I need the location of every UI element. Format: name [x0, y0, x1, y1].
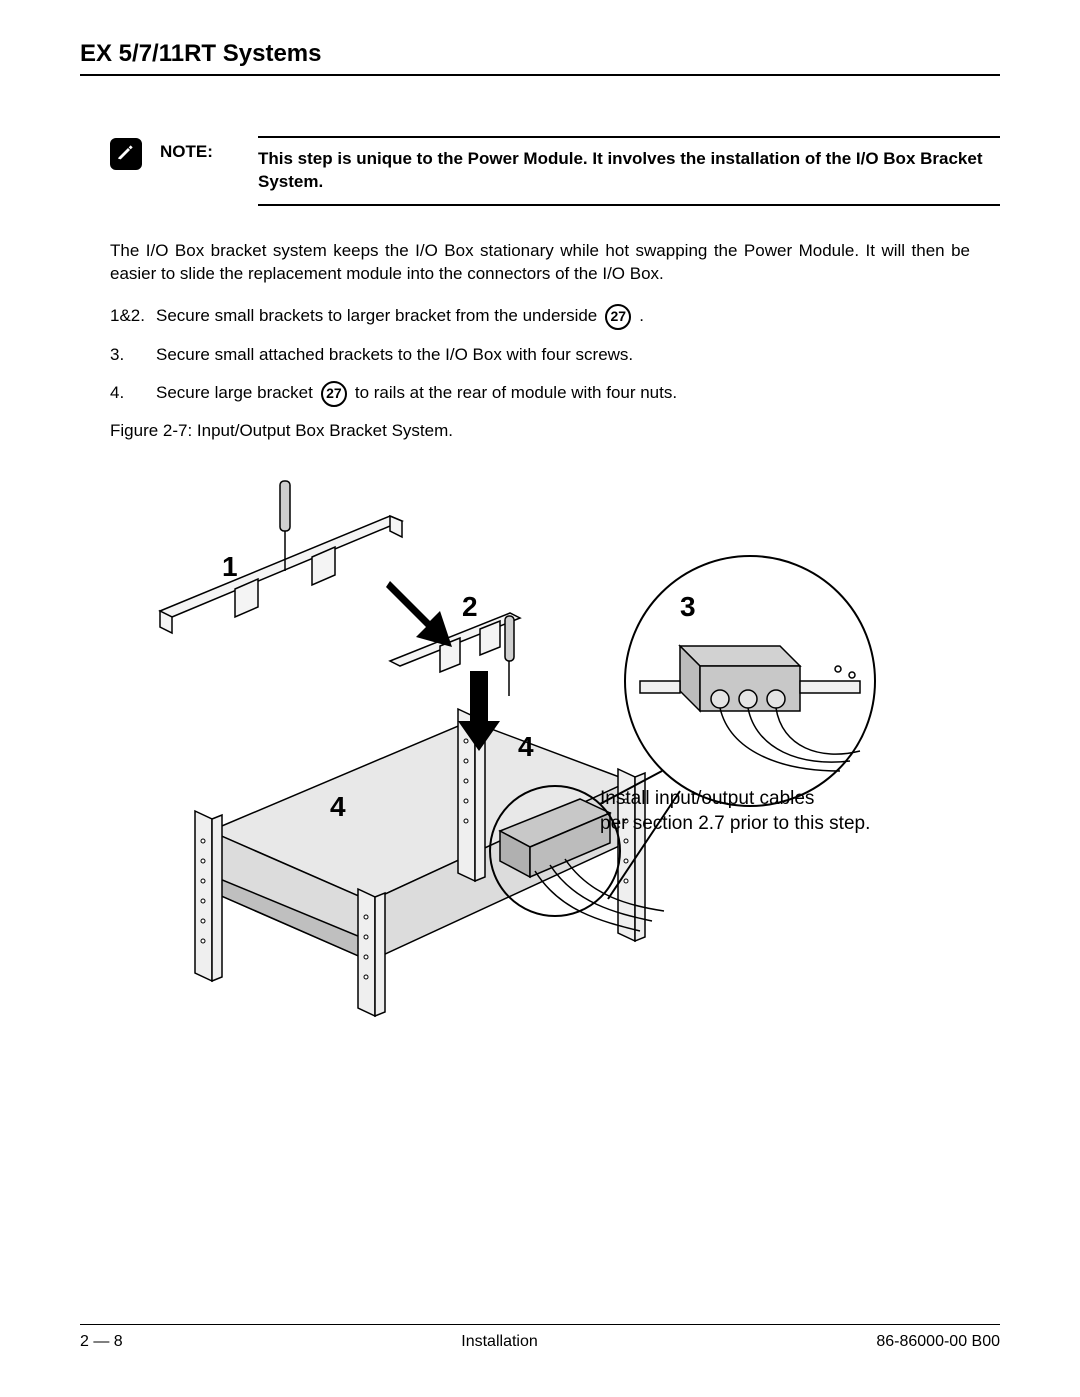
step-number: 1&2.	[110, 305, 150, 328]
callout-2: 2	[462, 591, 478, 623]
step-1-2: 1&2. Secure small brackets to larger bra…	[110, 304, 970, 330]
footer-doc-number: 86-86000-00 B00	[876, 1333, 1000, 1351]
callout-4a: 4	[518, 731, 534, 763]
step-number: 3.	[110, 344, 150, 367]
step-text: .	[639, 305, 644, 328]
figure-caption: Figure 2-7: Input/Output Box Bracket Sys…	[110, 421, 970, 441]
note-block: NOTE: This step is unique to the Power M…	[110, 136, 1000, 206]
steps-list: 1&2. Secure small brackets to larger bra…	[110, 304, 970, 407]
page: EX 5/7/11RT Systems NOTE: This step is u…	[0, 0, 1080, 1397]
header-rule	[80, 74, 1000, 76]
step-text: Secure small attached brackets to the I/…	[156, 344, 633, 367]
callout-4b: 4	[330, 791, 346, 823]
figure-note-line1: Install input/output cables	[600, 786, 814, 812]
footer-section: Installation	[461, 1333, 538, 1351]
note-bot-rule	[258, 204, 1000, 206]
page-footer: 2 — 8 Installation 86-86000-00 B00	[80, 1324, 1000, 1351]
ref-circle: 27	[605, 304, 631, 330]
callout-3: 3	[680, 591, 696, 623]
callout-1: 1	[222, 551, 238, 583]
step-number: 4.	[110, 382, 150, 405]
step-3: 3. Secure small attached brackets to the…	[110, 344, 970, 367]
body-paragraph: The I/O Box bracket system keeps the I/O…	[110, 240, 970, 286]
note-top-rule	[258, 136, 1000, 138]
figure-note-line2: per section 2.7 prior to this step.	[600, 811, 870, 837]
step-text: Secure large bracket	[156, 382, 313, 405]
note-text: This step is unique to the Power Module.…	[258, 148, 1000, 194]
page-title: EX 5/7/11RT Systems	[80, 40, 1000, 68]
footer-page-number: 2 — 8	[80, 1333, 123, 1351]
note-text-wrap: This step is unique to the Power Module.…	[258, 136, 1000, 206]
ref-circle: 27	[321, 381, 347, 407]
note-label: NOTE:	[160, 142, 240, 162]
note-icon	[110, 138, 142, 170]
step-text: Secure small brackets to larger bracket …	[156, 305, 597, 328]
figure-2-7: 1 2 3 4 4 Install input/output cables pe…	[140, 461, 900, 1021]
footer-rule	[80, 1324, 1000, 1325]
step-4: 4. Secure large bracket 27 to rails at t…	[110, 381, 970, 407]
step-text: to rails at the rear of module with four…	[355, 382, 677, 405]
